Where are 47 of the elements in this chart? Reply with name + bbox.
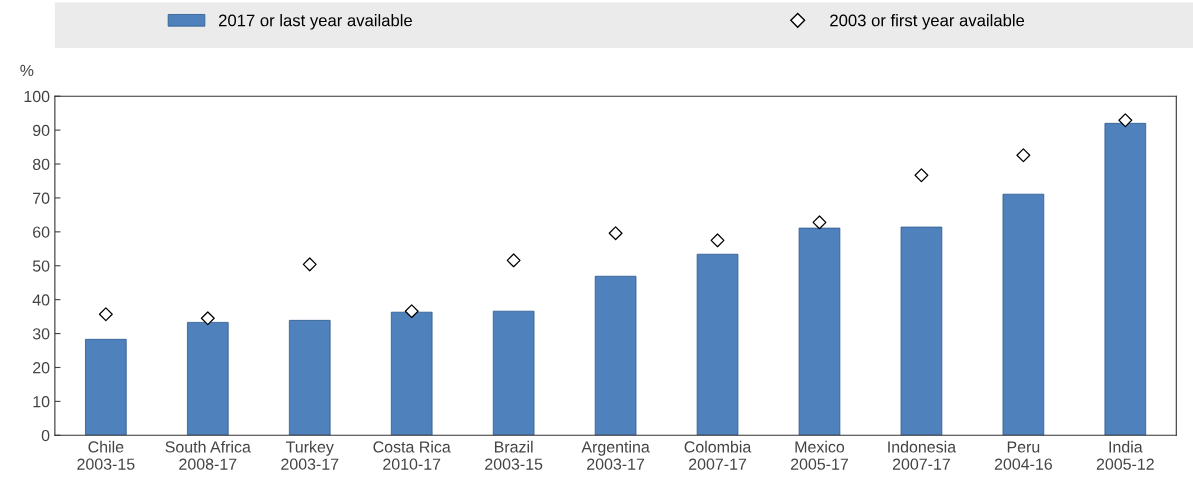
y-tick-label: 0 xyxy=(41,429,50,442)
x-tick-label: India 2005-12 xyxy=(1096,440,1154,470)
y-tick-label: 100 xyxy=(24,90,50,103)
legend-label: 2017 or last year available xyxy=(219,14,412,30)
x-tick-label: Colombia 2007-17 xyxy=(684,440,752,470)
point xyxy=(608,226,623,241)
bar xyxy=(1002,193,1045,436)
legend-label: 2003 or first year available xyxy=(830,14,1025,30)
bar xyxy=(492,310,535,436)
x-tick-label: Costa Rica 2010-17 xyxy=(373,440,451,470)
point xyxy=(98,307,113,322)
y-tick-label: 20 xyxy=(33,362,50,374)
point xyxy=(1118,113,1133,128)
bar xyxy=(85,338,127,436)
x-tick-label: Peru 2004-16 xyxy=(994,441,1052,470)
x-tick-label: Turkey 2003-17 xyxy=(281,440,339,470)
y-tick-label: 70 xyxy=(33,192,50,204)
y-axis-title: % xyxy=(20,64,34,77)
x-tick-label: Chile 2003-15 xyxy=(77,440,135,470)
y-tick-label: 50 xyxy=(32,260,50,272)
x-tick-label: Mexico 2005-17 xyxy=(790,440,848,470)
point xyxy=(200,311,215,326)
point xyxy=(506,253,521,268)
y-tick-label: 30 xyxy=(32,328,50,340)
y-tick-label: 10 xyxy=(33,396,50,408)
y-tick-label: 90 xyxy=(33,124,50,137)
x-tick-label: South Africa 2008-17 xyxy=(165,440,251,470)
point xyxy=(914,168,929,183)
bar xyxy=(186,321,229,436)
bar xyxy=(696,253,739,436)
point xyxy=(812,215,827,230)
point xyxy=(1016,148,1031,163)
x-tick-label: Brazil 2003-15 xyxy=(485,440,543,470)
y-tick-label: 60 xyxy=(33,226,50,238)
bar xyxy=(594,275,637,436)
y-tick-label: 40 xyxy=(32,294,50,306)
bar xyxy=(1104,122,1147,436)
x-tick-label: Argentina 2003-17 xyxy=(581,440,650,470)
point xyxy=(404,304,419,319)
bar xyxy=(798,227,841,436)
point xyxy=(302,257,317,272)
bar xyxy=(288,319,331,436)
point xyxy=(710,233,725,248)
y-tick-label: 80 xyxy=(32,158,50,170)
bar xyxy=(390,311,433,436)
bar xyxy=(900,226,943,436)
x-tick-label: Indonesia 2007-17 xyxy=(888,440,957,470)
